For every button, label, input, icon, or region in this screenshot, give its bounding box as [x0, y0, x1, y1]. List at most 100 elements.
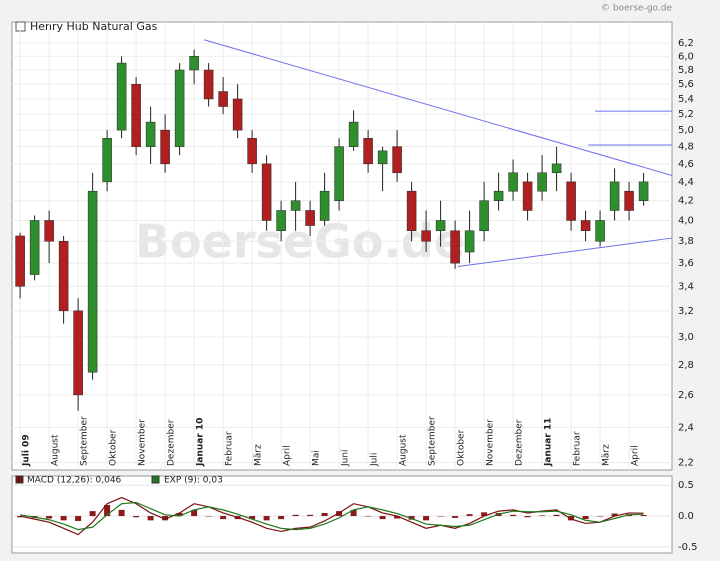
candle-body: [305, 210, 315, 226]
histogram-bar: [89, 511, 96, 517]
x-tick-label: Juli 09: [22, 434, 32, 467]
candle-body: [160, 129, 170, 165]
histogram-bar: [205, 516, 212, 517]
candle-body: [145, 121, 156, 147]
histogram-bar: [423, 516, 430, 521]
y-tick-label: 4,2: [678, 196, 694, 207]
histogram-bar: [17, 516, 24, 518]
y-tick-label: 5,0: [678, 125, 694, 136]
histogram-bar: [75, 516, 82, 521]
x-tick-label: Oktober: [457, 429, 467, 466]
candle-body: [73, 310, 83, 396]
x-tick-label: Dezember: [167, 419, 177, 466]
y-tick-label: 3,0: [678, 332, 694, 343]
candle-body: [435, 220, 446, 231]
y-tick-label: 2,2: [678, 458, 694, 469]
histogram-bar: [640, 515, 647, 517]
candle-body: [44, 220, 54, 242]
histogram-bar: [60, 516, 67, 521]
histogram-bar: [597, 516, 604, 517]
y-tick-label: 5,2: [678, 109, 694, 120]
histogram-bar: [568, 516, 575, 521]
histogram-bar: [582, 516, 589, 520]
y-tick-label: 5,6: [678, 79, 694, 90]
candle-body: [203, 69, 214, 100]
candle-body: [537, 172, 547, 192]
candle-body: [624, 190, 634, 211]
y-tick-label: 2,8: [678, 360, 694, 371]
x-tick-label: September: [428, 416, 438, 466]
candle-body: [102, 138, 112, 183]
candle-body: [131, 83, 141, 147]
candle-body: [595, 220, 605, 242]
candle-body: [638, 181, 649, 201]
x-tick-label: September: [80, 416, 90, 466]
y-tick-label: 6,2: [678, 38, 694, 49]
x-tick-label: März: [602, 444, 612, 466]
copyright: © boerse-go.de: [601, 4, 672, 14]
x-tick-label: April: [631, 445, 641, 466]
candle-body: [319, 190, 330, 221]
histogram-bar: [191, 509, 198, 517]
legend-label: Henry Hub Natural Gas: [30, 20, 158, 33]
histogram-bar: [133, 516, 140, 518]
histogram-bar: [118, 509, 125, 517]
legend-swatch: [15, 475, 24, 484]
y-tick-label: 4,8: [678, 142, 694, 153]
histogram-bar: [220, 516, 227, 520]
y-tick-label: 2,6: [678, 390, 694, 401]
y-tick-label: 4,0: [678, 215, 694, 226]
candle-body: [450, 230, 460, 264]
x-tick-label: Juni: [341, 449, 351, 467]
candle-body: [247, 138, 257, 165]
y-tick-label: 4,6: [678, 159, 694, 170]
candle-body: [522, 181, 533, 211]
histogram-bar: [481, 512, 488, 517]
x-tick-label: November: [138, 419, 148, 466]
x-tick-label: August: [399, 434, 409, 466]
x-tick-label: Mai: [312, 450, 322, 466]
x-tick-label: Dezember: [515, 419, 525, 466]
histogram-bar: [162, 516, 169, 521]
candle-body: [290, 200, 301, 211]
candle-body: [479, 200, 489, 231]
candle-body: [508, 172, 518, 192]
histogram-bar: [452, 516, 459, 518]
histogram-bar: [394, 516, 401, 519]
indicator-line: [20, 501, 644, 531]
histogram-bar: [278, 516, 285, 520]
histogram-bar: [307, 514, 314, 517]
histogram-bar: [437, 516, 444, 517]
x-tick-label: Januar 10: [196, 418, 206, 467]
x-tick-label: Februar: [225, 431, 235, 466]
candle-body: [493, 190, 504, 201]
candle-body: [218, 91, 228, 107]
candle-body: [406, 190, 417, 231]
histogram-bar: [249, 516, 256, 520]
candle-body: [116, 62, 127, 131]
candle-body: [377, 150, 388, 165]
candle-body: [421, 230, 431, 242]
y-tick-label: 3,8: [678, 236, 694, 247]
candle-body: [392, 146, 402, 174]
x-tick-label: März: [254, 444, 264, 466]
x-tick-label: Oktober: [109, 429, 119, 466]
histogram-bar: [539, 515, 546, 517]
candle-body: [87, 190, 98, 373]
histogram-bar: [104, 504, 111, 517]
x-tick-label: Februar: [573, 431, 583, 466]
legend-label: MACD (12,26): 0,046: [27, 476, 122, 486]
candle-body: [29, 220, 40, 275]
histogram-bar: [350, 509, 357, 517]
candle-body: [276, 210, 286, 231]
histogram-bar: [263, 516, 270, 521]
histogram-bar: [147, 516, 154, 521]
y-tick-label: 0.5: [678, 480, 694, 491]
histogram-bar: [292, 514, 299, 517]
candle-body: [348, 121, 359, 147]
histogram-bar: [379, 516, 386, 520]
candle-body: [58, 240, 69, 312]
y-tick-label: 5,4: [678, 94, 694, 105]
x-tick-label: April: [283, 445, 293, 466]
